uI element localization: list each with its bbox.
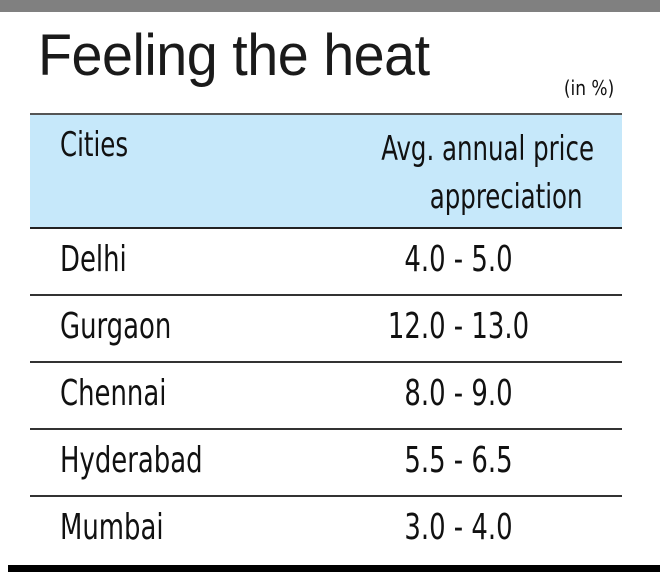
- page-title: Feeling the heat: [38, 23, 430, 88]
- header-appreciation-line1: Avg. annual price: [381, 129, 594, 169]
- data-table: Cities Avg. annual price appreciation De…: [30, 113, 622, 564]
- bottom-bar: [8, 565, 660, 572]
- city-cell: Delhi: [60, 239, 127, 280]
- city-cell: Hyderabad: [60, 440, 203, 481]
- value-cell: 4.0 - 5.0: [404, 239, 513, 280]
- table-row: Chennai 8.0 - 9.0: [30, 363, 622, 430]
- value-cell: 8.0 - 9.0: [404, 373, 513, 414]
- city-cell: Chennai: [60, 373, 167, 414]
- value-cell: 3.0 - 4.0: [404, 507, 513, 548]
- header-appreciation: Avg. annual price appreciation: [234, 125, 594, 221]
- table-row: Delhi 4.0 - 5.0: [30, 229, 622, 296]
- table-row: Hyderabad 5.5 - 6.5: [30, 430, 622, 497]
- top-bar: [0, 0, 660, 12]
- city-cell: Mumbai: [60, 507, 164, 548]
- value-cell: 5.5 - 6.5: [404, 440, 513, 481]
- header-cities: Cities: [60, 125, 129, 165]
- table-row: Mumbai 3.0 - 4.0: [30, 497, 622, 564]
- city-cell: Gurgaon: [60, 306, 172, 347]
- unit-label: (in %): [563, 76, 614, 100]
- table-row: Gurgaon 12.0 - 13.0: [30, 296, 622, 363]
- table-header: Cities Avg. annual price appreciation: [30, 113, 622, 229]
- header-appreciation-line2: appreciation: [429, 177, 583, 217]
- value-cell: 12.0 - 13.0: [387, 306, 530, 347]
